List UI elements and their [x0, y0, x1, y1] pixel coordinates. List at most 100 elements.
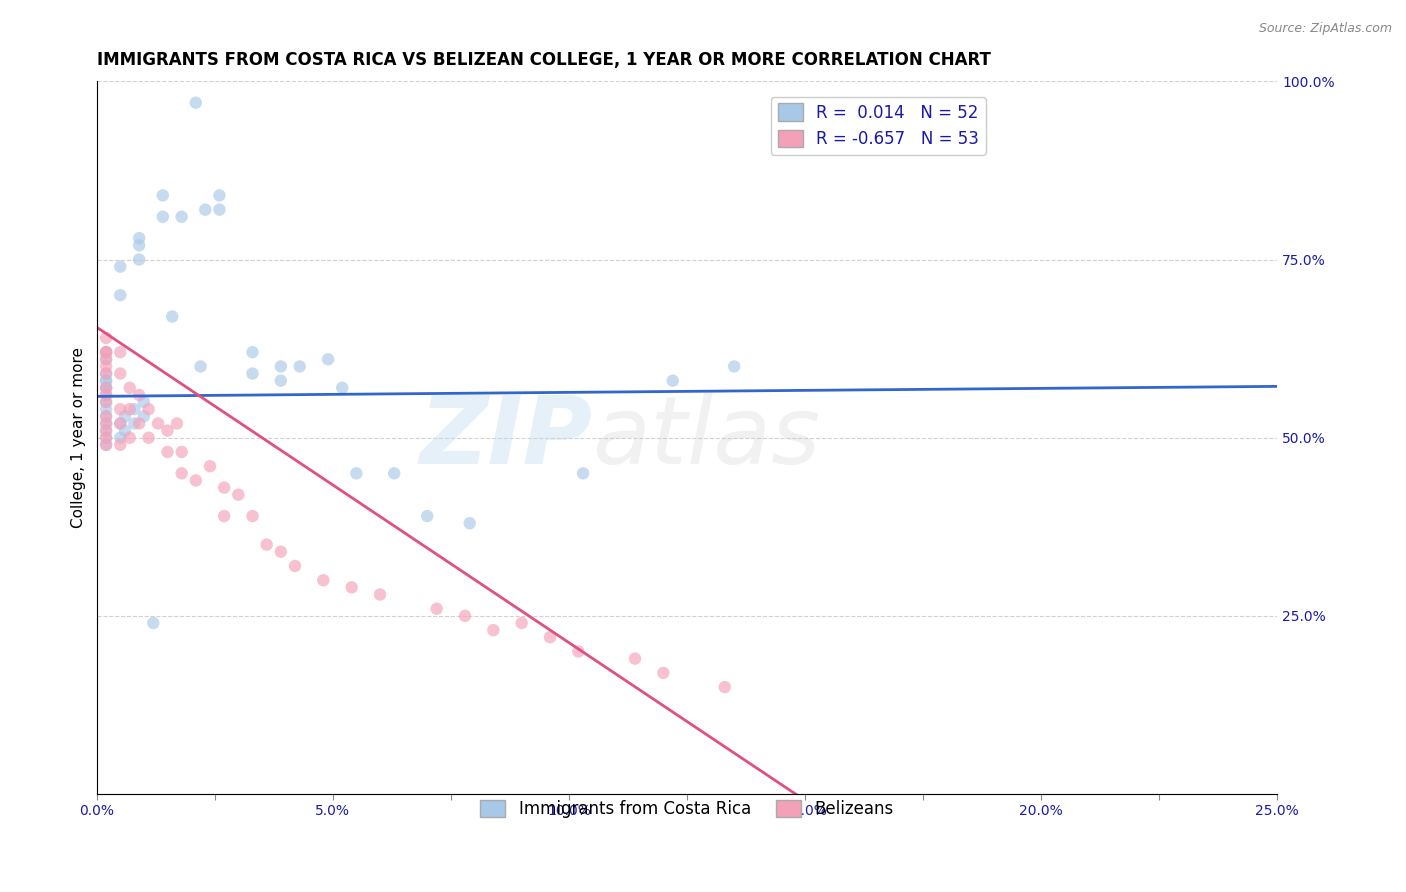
Point	[156, 424, 179, 438]
Point	[567, 644, 589, 658]
Point	[242, 509, 264, 524]
Point	[128, 388, 150, 402]
Point	[94, 395, 117, 409]
Y-axis label: College, 1 year or more: College, 1 year or more	[72, 347, 86, 528]
Point	[94, 402, 117, 417]
Point	[124, 402, 146, 417]
Point	[166, 417, 188, 431]
Point	[94, 352, 117, 367]
Point	[110, 417, 132, 431]
Point	[138, 431, 160, 445]
Point	[208, 188, 231, 202]
Point	[572, 467, 595, 481]
Point	[110, 438, 132, 452]
Point	[118, 431, 141, 445]
Point	[94, 424, 117, 438]
Point	[128, 252, 150, 267]
Point	[128, 417, 150, 431]
Point	[170, 467, 193, 481]
Point	[132, 395, 155, 409]
Point	[344, 467, 367, 481]
Point	[510, 615, 533, 630]
Point	[94, 381, 117, 395]
Point	[284, 559, 307, 574]
Point	[142, 615, 165, 630]
Point	[288, 359, 311, 374]
Point	[110, 417, 132, 431]
Point	[114, 424, 136, 438]
Point	[190, 359, 212, 374]
Point	[114, 409, 136, 424]
Point	[94, 409, 117, 424]
Point	[208, 202, 231, 217]
Point	[110, 260, 132, 274]
Point	[482, 623, 505, 637]
Point	[662, 374, 685, 388]
Point	[94, 331, 117, 345]
Point	[94, 388, 117, 402]
Point	[194, 202, 217, 217]
Point	[94, 438, 117, 452]
Point	[94, 345, 117, 359]
Text: ZIP: ZIP	[419, 392, 592, 483]
Point	[723, 359, 745, 374]
Point	[382, 467, 405, 481]
Point	[94, 417, 117, 431]
Point	[242, 345, 264, 359]
Point	[94, 431, 117, 445]
Point	[713, 680, 735, 694]
Point	[538, 630, 561, 644]
Point	[270, 359, 292, 374]
Point	[184, 95, 207, 110]
Point	[128, 238, 150, 252]
Point	[152, 210, 174, 224]
Point	[184, 474, 207, 488]
Point	[270, 374, 292, 388]
Point	[94, 381, 117, 395]
Point	[94, 388, 117, 402]
Point	[198, 459, 221, 474]
Point	[152, 188, 174, 202]
Point	[94, 374, 117, 388]
Point	[118, 381, 141, 395]
Text: IMMIGRANTS FROM COSTA RICA VS BELIZEAN COLLEGE, 1 YEAR OR MORE CORRELATION CHART: IMMIGRANTS FROM COSTA RICA VS BELIZEAN C…	[97, 51, 991, 69]
Point	[110, 431, 132, 445]
Point	[146, 417, 169, 431]
Point	[624, 651, 647, 665]
Point	[312, 573, 335, 587]
Point	[124, 417, 146, 431]
Point	[256, 538, 278, 552]
Point	[652, 665, 675, 680]
Point	[128, 231, 150, 245]
Point	[94, 395, 117, 409]
Point	[94, 381, 117, 395]
Point	[94, 417, 117, 431]
Point	[110, 345, 132, 359]
Point	[132, 409, 155, 424]
Point	[156, 445, 179, 459]
Point	[228, 488, 250, 502]
Legend: Immigrants from Costa Rica, Belizeans: Immigrants from Costa Rica, Belizeans	[474, 793, 900, 825]
Point	[170, 445, 193, 459]
Point	[94, 345, 117, 359]
Point	[160, 310, 183, 324]
Point	[94, 352, 117, 367]
Point	[138, 402, 160, 417]
Point	[118, 402, 141, 417]
Text: atlas: atlas	[592, 392, 821, 483]
Point	[94, 367, 117, 381]
Point	[416, 509, 439, 524]
Point	[212, 481, 235, 495]
Point	[458, 516, 481, 531]
Point	[340, 580, 363, 594]
Point	[368, 587, 391, 601]
Point	[170, 210, 193, 224]
Point	[110, 402, 132, 417]
Point	[94, 431, 117, 445]
Point	[270, 545, 292, 559]
Point	[316, 352, 339, 367]
Point	[454, 608, 477, 623]
Point	[94, 359, 117, 374]
Point	[94, 438, 117, 452]
Point	[94, 374, 117, 388]
